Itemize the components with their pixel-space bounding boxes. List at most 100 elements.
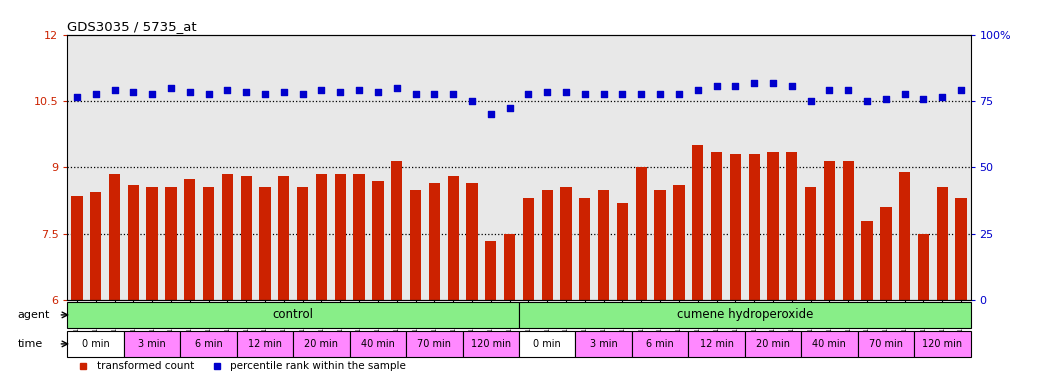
- Bar: [72, 196, 83, 300]
- Point: [407, 91, 424, 98]
- Bar: [447, 176, 459, 300]
- Bar: [410, 190, 421, 300]
- Bar: [730, 154, 741, 300]
- Point: [426, 91, 442, 98]
- Point: [163, 84, 180, 91]
- Bar: [124, 331, 181, 357]
- Bar: [519, 302, 971, 328]
- Text: 0 min: 0 min: [82, 339, 110, 349]
- Point: [727, 83, 743, 89]
- Bar: [801, 331, 857, 357]
- Point: [539, 89, 555, 95]
- Point: [614, 91, 631, 98]
- Bar: [914, 331, 971, 357]
- Bar: [406, 331, 463, 357]
- Point: [256, 91, 273, 98]
- Text: 120 min: 120 min: [922, 339, 962, 349]
- Bar: [862, 221, 873, 300]
- Point: [464, 98, 481, 104]
- Point: [125, 89, 141, 95]
- Bar: [109, 174, 120, 300]
- Bar: [241, 176, 252, 300]
- Bar: [350, 331, 406, 357]
- Bar: [688, 331, 745, 357]
- Text: 12 min: 12 min: [248, 339, 282, 349]
- Bar: [391, 161, 403, 300]
- Point: [332, 89, 349, 95]
- Text: 6 min: 6 min: [647, 339, 674, 349]
- Point: [765, 80, 782, 86]
- Bar: [711, 152, 722, 300]
- Point: [877, 96, 894, 102]
- Point: [934, 94, 951, 100]
- Bar: [523, 199, 535, 300]
- Point: [87, 91, 104, 98]
- Bar: [165, 187, 176, 300]
- Bar: [260, 187, 271, 300]
- Text: 20 min: 20 min: [756, 339, 790, 349]
- Point: [182, 89, 198, 95]
- Bar: [67, 331, 124, 357]
- Bar: [181, 331, 237, 357]
- Bar: [561, 187, 572, 300]
- Text: 3 min: 3 min: [138, 339, 166, 349]
- Bar: [824, 161, 836, 300]
- Point: [802, 98, 819, 104]
- Bar: [519, 331, 575, 357]
- Text: 3 min: 3 min: [590, 339, 618, 349]
- Point: [821, 87, 838, 93]
- Bar: [294, 331, 350, 357]
- Bar: [67, 302, 519, 328]
- Bar: [617, 203, 628, 300]
- Bar: [635, 167, 647, 300]
- Bar: [767, 152, 778, 300]
- Bar: [146, 187, 158, 300]
- Point: [689, 87, 706, 93]
- Point: [295, 91, 311, 98]
- Text: 120 min: 120 min: [470, 339, 511, 349]
- Bar: [278, 176, 290, 300]
- Bar: [503, 234, 515, 300]
- Bar: [353, 174, 364, 300]
- Bar: [857, 331, 914, 357]
- Point: [144, 91, 161, 98]
- Text: cumene hydroperoxide: cumene hydroperoxide: [677, 308, 813, 321]
- Bar: [466, 183, 477, 300]
- Text: 70 min: 70 min: [869, 339, 903, 349]
- Text: 0 min: 0 min: [534, 339, 562, 349]
- Text: 12 min: 12 min: [700, 339, 734, 349]
- Point: [633, 91, 650, 98]
- Legend: transformed count, percentile rank within the sample: transformed count, percentile rank withi…: [73, 361, 406, 371]
- Point: [671, 91, 687, 98]
- Point: [445, 91, 462, 98]
- Point: [483, 111, 499, 118]
- Bar: [237, 331, 294, 357]
- Text: 40 min: 40 min: [361, 339, 394, 349]
- Point: [313, 87, 330, 93]
- Bar: [899, 172, 910, 300]
- Bar: [334, 174, 346, 300]
- Text: agent: agent: [18, 310, 50, 320]
- Point: [351, 87, 367, 93]
- Point: [652, 91, 668, 98]
- Point: [953, 87, 969, 93]
- Point: [200, 91, 217, 98]
- Bar: [880, 207, 892, 300]
- Bar: [654, 190, 665, 300]
- Bar: [692, 145, 704, 300]
- Bar: [936, 187, 948, 300]
- Point: [916, 96, 932, 102]
- Point: [576, 91, 593, 98]
- Bar: [674, 185, 684, 300]
- Point: [897, 91, 913, 98]
- Bar: [632, 331, 688, 357]
- Text: GDS3035 / 5735_at: GDS3035 / 5735_at: [67, 20, 197, 33]
- Bar: [579, 199, 591, 300]
- Bar: [297, 187, 308, 300]
- Point: [520, 91, 537, 98]
- Bar: [184, 179, 195, 300]
- Point: [370, 89, 386, 95]
- Bar: [955, 199, 966, 300]
- Point: [784, 83, 800, 89]
- Text: 70 min: 70 min: [417, 339, 452, 349]
